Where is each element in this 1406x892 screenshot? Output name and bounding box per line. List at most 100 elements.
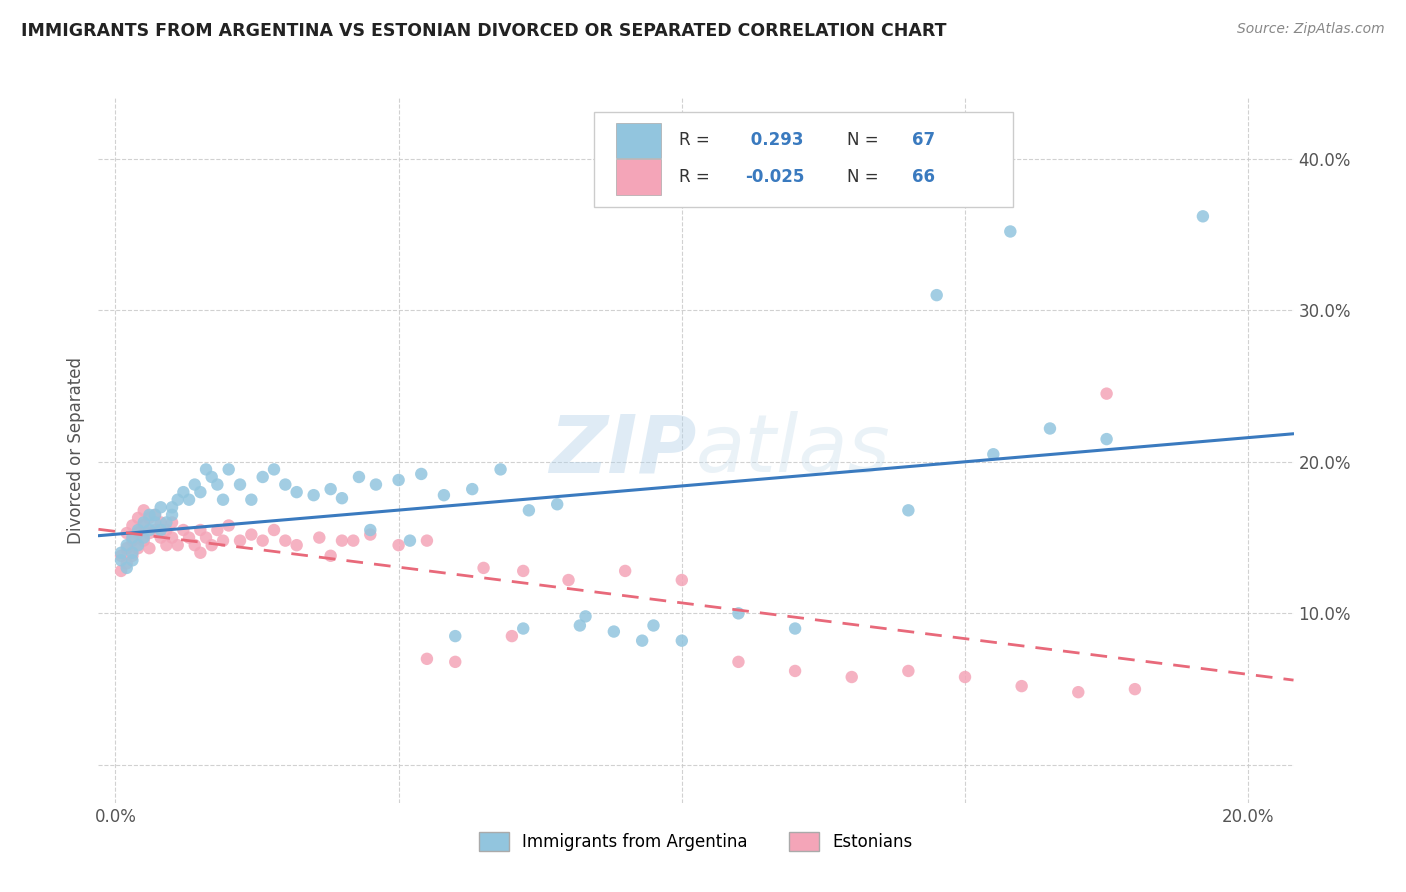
Point (1011, 679, 1033, 693)
Point (121, 553, 143, 567)
Point (925, 288, 948, 302)
Point (110, 564, 132, 578)
Point (274, 533, 297, 548)
Point (121, 533, 143, 548)
Point (183, 538, 205, 552)
Text: N =: N = (846, 131, 883, 149)
Point (201, 470, 224, 484)
Point (897, 503, 920, 517)
Text: atlas: atlas (696, 411, 891, 490)
Point (671, 573, 693, 587)
Point (127, 541, 149, 556)
Legend: Immigrants from Argentina, Estonians: Immigrants from Argentina, Estonians (472, 825, 920, 858)
Point (132, 533, 155, 548)
Point (143, 508, 166, 522)
Point (166, 538, 188, 552)
Point (1192, 210, 1215, 224)
Point (359, 523, 381, 537)
Point (614, 564, 637, 578)
Point (308, 531, 330, 545)
Point (149, 500, 172, 515)
Point (212, 492, 235, 507)
Point (121, 518, 143, 533)
Point (252, 470, 274, 484)
Point (240, 492, 263, 507)
Point (1000, 225, 1022, 239)
Point (207, 523, 229, 537)
Point (115, 557, 138, 571)
Point (121, 531, 143, 545)
Point (388, 473, 411, 487)
Point (388, 538, 411, 552)
Point (132, 531, 155, 545)
Point (574, 609, 596, 624)
Point (472, 561, 495, 575)
Point (444, 655, 467, 669)
Point (190, 523, 212, 537)
Point (110, 546, 132, 560)
Point (115, 541, 138, 556)
Point (207, 477, 229, 491)
Point (302, 488, 325, 502)
FancyBboxPatch shape (595, 112, 1012, 207)
Point (115, 526, 138, 541)
Point (132, 503, 155, 517)
Text: ZIP: ZIP (548, 411, 696, 490)
Point (240, 527, 263, 541)
Point (172, 485, 194, 500)
Text: Source: ZipAtlas.com: Source: ZipAtlas.com (1237, 22, 1385, 37)
Point (229, 533, 252, 548)
Point (1039, 421, 1062, 435)
FancyBboxPatch shape (616, 123, 661, 158)
Point (121, 549, 143, 563)
Point (201, 538, 224, 552)
Point (160, 531, 183, 545)
Point (501, 629, 523, 643)
Point (433, 488, 456, 502)
Point (727, 655, 749, 669)
Text: R =: R = (679, 131, 716, 149)
Text: N =: N = (846, 168, 883, 186)
Point (229, 477, 252, 491)
Point (138, 511, 160, 525)
Point (183, 477, 205, 491)
Point (138, 541, 160, 556)
Point (127, 538, 149, 552)
Point (783, 664, 806, 678)
Point (149, 531, 172, 545)
Point (172, 523, 194, 537)
Point (671, 633, 693, 648)
Point (783, 622, 806, 636)
Point (149, 523, 172, 537)
Point (143, 508, 166, 522)
Point (127, 526, 149, 541)
Point (160, 508, 183, 522)
Point (1095, 386, 1118, 401)
Point (319, 549, 342, 563)
Point (1095, 432, 1118, 446)
Point (177, 531, 200, 545)
Point (517, 503, 540, 517)
Point (603, 624, 626, 639)
Point (841, 670, 863, 684)
Point (160, 500, 183, 515)
Point (190, 485, 212, 500)
Point (155, 538, 177, 552)
Point (285, 485, 308, 500)
Text: 67: 67 (912, 131, 935, 149)
Point (132, 518, 155, 533)
Point (399, 533, 422, 548)
Point (546, 497, 568, 511)
Point (512, 622, 534, 636)
Point (263, 462, 285, 476)
Text: R =: R = (679, 168, 716, 186)
Point (342, 533, 364, 548)
Point (359, 527, 381, 541)
Text: 66: 66 (912, 168, 935, 186)
Point (212, 533, 235, 548)
Point (330, 533, 353, 548)
Point (319, 482, 342, 496)
Point (953, 670, 976, 684)
Text: -0.025: -0.025 (745, 168, 804, 186)
Y-axis label: Divorced or Separated: Divorced or Separated (66, 357, 84, 544)
